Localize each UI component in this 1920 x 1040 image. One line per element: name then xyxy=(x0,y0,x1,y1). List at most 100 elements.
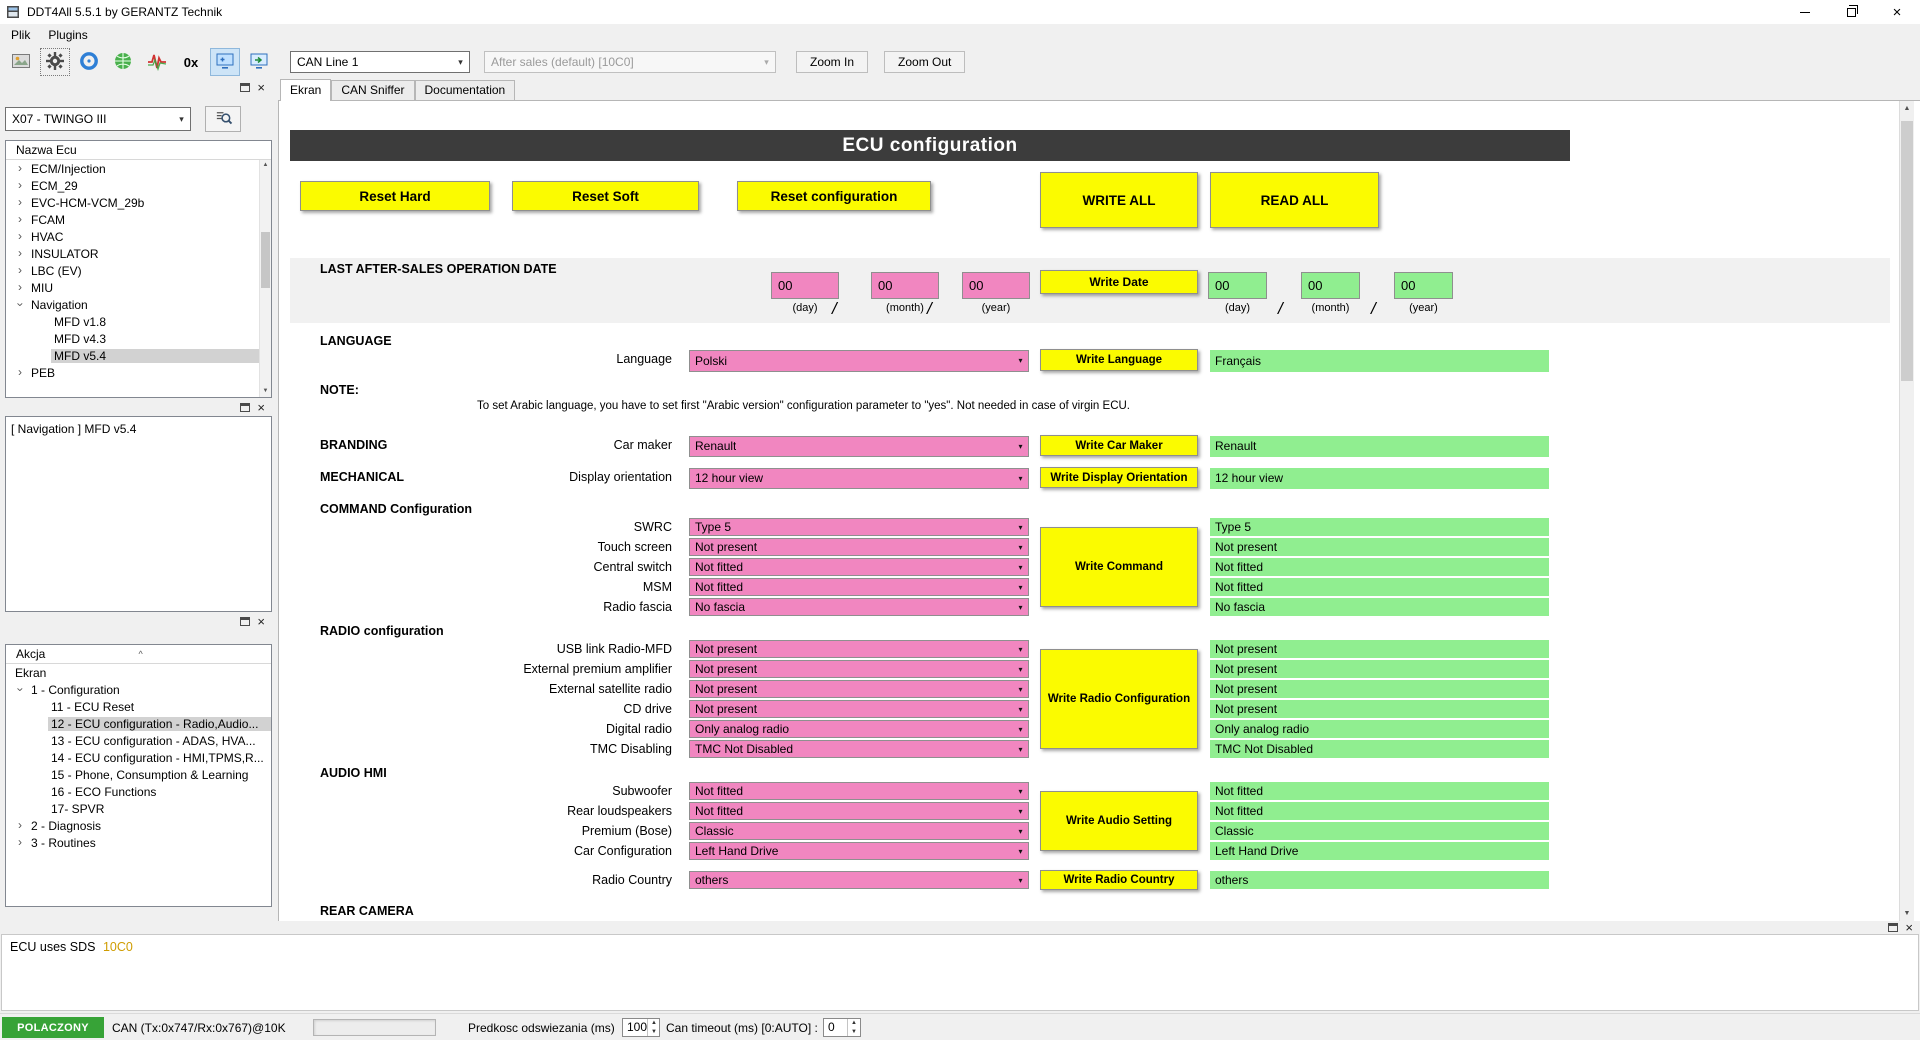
expand-arrow-icon[interactable]: › xyxy=(18,195,22,209)
menu-plugins[interactable]: Plugins xyxy=(48,28,88,42)
scroll-down-icon[interactable]: ▼ xyxy=(262,388,269,394)
spin-up-icon[interactable]: ▲ xyxy=(651,1020,657,1026)
dock-float-icon[interactable] xyxy=(1888,923,1899,932)
tree-item[interactable]: › 3 - Routines xyxy=(6,834,271,851)
tree-item[interactable]: › PEB xyxy=(6,364,271,381)
dock-float-icon[interactable] xyxy=(240,402,251,412)
collapse-arrow-icon[interactable]: › xyxy=(13,687,28,692)
select-subwoofer[interactable]: Not fitted ▾ xyxy=(689,782,1029,800)
scrollbar-thumb[interactable] xyxy=(1901,121,1913,381)
refresh-rate-spinbox[interactable]: 100 ▲ ▼ xyxy=(622,1018,660,1037)
spin-down-icon[interactable]: ▼ xyxy=(651,1029,657,1035)
expand-arrow-icon[interactable]: › xyxy=(18,229,22,243)
tree-item[interactable]: › Navigation xyxy=(6,296,271,313)
toolbar-button-hex-0x[interactable]: 0x xyxy=(176,48,206,76)
select-car-maker[interactable]: Renault ▾ xyxy=(689,436,1029,457)
reset-configuration-button[interactable]: Reset configuration xyxy=(737,181,931,211)
spin-up-icon[interactable]: ▲ xyxy=(851,1020,857,1026)
zoom-in-button[interactable]: Zoom In xyxy=(796,51,869,73)
button-write-command[interactable]: Write Command xyxy=(1040,527,1198,607)
write-date-month-input[interactable]: 00 xyxy=(871,272,939,299)
select-external-satellite-radio[interactable]: Not present ▾ xyxy=(689,680,1029,698)
button-write-radio-configuration[interactable]: Write Radio Configuration xyxy=(1040,649,1198,749)
tree-item[interactable]: › MIU xyxy=(6,279,271,296)
tree-item[interactable]: 14 - ECU configuration - HMI,TPMS,R... xyxy=(6,749,271,766)
toolbar-button-globe-green[interactable] xyxy=(108,48,138,76)
select-premium-bose[interactable]: Classic ▾ xyxy=(689,822,1029,840)
select-external-premium-amplifier[interactable]: Not present ▾ xyxy=(689,660,1029,678)
collapse-arrow-icon[interactable]: › xyxy=(13,302,28,307)
toolbar-button-screen-share[interactable] xyxy=(244,48,274,76)
toolbar-button-settings-gear[interactable] xyxy=(40,48,70,76)
write-date-year-input[interactable]: 00 xyxy=(962,272,1030,299)
expand-arrow-icon[interactable]: › xyxy=(18,178,22,192)
tree-item[interactable]: MFD v1.8 xyxy=(6,313,271,330)
button-write-display-orientation[interactable]: Write Display Orientation xyxy=(1040,467,1198,488)
expand-arrow-icon[interactable]: › xyxy=(18,161,22,175)
dock-close-icon[interactable]: × xyxy=(1905,920,1913,935)
can-line-select[interactable]: CAN Line 1 ▾ xyxy=(290,51,470,73)
dock-close-icon[interactable]: × xyxy=(257,79,265,95)
select-digital-radio[interactable]: Only analog radio ▾ xyxy=(689,720,1029,738)
toolbar-button-waveform[interactable] xyxy=(142,48,172,76)
select-swrc[interactable]: Type 5 ▾ xyxy=(689,518,1029,536)
select-touch-screen[interactable]: Not present ▾ xyxy=(689,538,1029,556)
tree-item[interactable]: 15 - Phone, Consumption & Learning xyxy=(6,766,271,783)
tree-item[interactable]: › INSULATOR xyxy=(6,245,271,262)
tree-item[interactable]: MFD v4.3 xyxy=(6,330,271,347)
restore-button[interactable] xyxy=(1828,0,1874,24)
expand-arrow-icon[interactable]: › xyxy=(18,280,22,294)
tree-item[interactable]: › ECM/Injection xyxy=(6,160,271,177)
write-date-day-input[interactable]: 00 xyxy=(771,272,839,299)
read-date-day-input[interactable]: 00 xyxy=(1208,272,1267,299)
tree-item[interactable]: › ECM_29 xyxy=(6,177,271,194)
toolbar-button-cd-blue[interactable] xyxy=(74,48,104,76)
scrollbar[interactable]: ▲ ▼ xyxy=(1899,101,1914,921)
write-all-button[interactable]: WRITE ALL xyxy=(1040,172,1198,228)
scroll-down-icon[interactable]: ▼ xyxy=(1903,910,1911,917)
tree-item[interactable]: 12 - ECU configuration - Radio,Audio... xyxy=(6,715,271,732)
expand-arrow-icon[interactable]: › xyxy=(18,365,22,379)
vehicle-select[interactable]: X07 - TWINGO III ▾ xyxy=(5,107,191,131)
scroll-up-icon[interactable]: ▲ xyxy=(262,162,269,168)
dock-float-icon[interactable] xyxy=(240,82,251,92)
select-cd-drive[interactable]: Not present ▾ xyxy=(689,700,1029,718)
tree-item[interactable]: 13 - ECU configuration - ADAS, HVA... xyxy=(6,732,271,749)
tree-item[interactable]: 17- SPVR xyxy=(6,800,271,817)
refresh-rate-value[interactable]: 100 xyxy=(627,1020,648,1034)
expand-arrow-icon[interactable]: › xyxy=(18,263,22,277)
expand-arrow-icon[interactable]: › xyxy=(18,246,22,260)
scrollbar-thumb[interactable] xyxy=(261,232,270,288)
tree-item[interactable]: 16 - ECO Functions xyxy=(6,783,271,800)
select-display-orientation[interactable]: 12 hour view ▾ xyxy=(689,468,1029,489)
dock-float-icon[interactable] xyxy=(240,616,251,626)
close-button[interactable]: × xyxy=(1874,0,1920,24)
tab-can-sniffer[interactable]: CAN Sniffer xyxy=(331,80,415,100)
scrollbar[interactable]: ▲ ▼ xyxy=(259,160,271,397)
search-ecu-button[interactable] xyxy=(205,106,241,132)
expand-arrow-icon[interactable]: › xyxy=(18,835,22,849)
select-usb-link-radio-mfd[interactable]: Not present ▾ xyxy=(689,640,1029,658)
can-timeout-value[interactable]: 0 xyxy=(828,1020,835,1034)
read-date-month-input[interactable]: 00 xyxy=(1301,272,1360,299)
select-radio-country[interactable]: others ▾ xyxy=(689,871,1029,889)
tree-column-header[interactable]: Akcja ^ xyxy=(6,645,271,664)
tree-column-header[interactable]: Nazwa Ecu xyxy=(6,141,271,160)
menu-plik[interactable]: Plik xyxy=(11,28,31,42)
minimize-button[interactable] xyxy=(1782,0,1828,24)
button-write-radio-country[interactable]: Write Radio Country xyxy=(1040,870,1198,890)
select-msm[interactable]: Not fitted ▾ xyxy=(689,578,1029,596)
toolbar-button-screen-capture[interactable] xyxy=(210,48,240,76)
dock-close-icon[interactable]: × xyxy=(257,399,265,415)
tree-item[interactable]: Ekran xyxy=(6,664,271,681)
read-date-year-input[interactable]: 00 xyxy=(1394,272,1453,299)
zoom-out-button[interactable]: Zoom Out xyxy=(884,51,966,73)
button-write-language[interactable]: Write Language xyxy=(1040,349,1198,371)
select-central-switch[interactable]: Not fitted ▾ xyxy=(689,558,1029,576)
scroll-up-icon[interactable]: ▲ xyxy=(1903,105,1911,112)
can-timeout-spinbox[interactable]: 0 ▲ ▼ xyxy=(823,1018,861,1037)
read-all-button[interactable]: READ ALL xyxy=(1210,172,1379,228)
spin-down-icon[interactable]: ▼ xyxy=(851,1029,857,1035)
tree-item[interactable]: › FCAM xyxy=(6,211,271,228)
button-write-audio-setting[interactable]: Write Audio Setting xyxy=(1040,791,1198,851)
